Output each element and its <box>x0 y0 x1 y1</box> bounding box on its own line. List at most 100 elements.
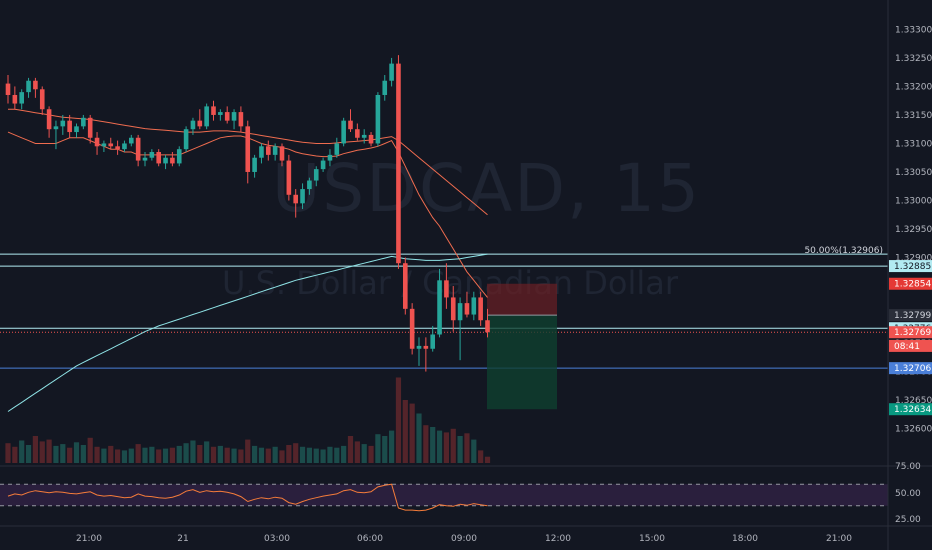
sl-tag: 1.32854 <box>894 280 931 290</box>
candle-body <box>46 109 52 130</box>
candle-body <box>87 117 93 138</box>
volume-bar <box>279 450 285 463</box>
volume-bar <box>478 450 484 463</box>
volume-bar <box>231 448 237 463</box>
price-tick-label: 1.33300 <box>895 25 932 35</box>
candle-body <box>231 112 237 121</box>
volume-bar <box>389 430 395 463</box>
time-axis[interactable]: 21:00 21 03:00 06:00 09:00 12:00 15:00 18:00 21:… <box>0 525 932 544</box>
volume-bar <box>347 436 354 463</box>
volume-bar <box>128 448 134 463</box>
volume-bar <box>471 439 477 463</box>
time-tick-label: 18:00 <box>732 534 758 544</box>
candle-body <box>300 189 305 204</box>
candle-body <box>176 149 182 164</box>
candle-body <box>293 194 298 204</box>
volume-bar <box>101 448 107 463</box>
volume-bar <box>258 447 265 463</box>
horizontal-levels[interactable] <box>0 253 888 369</box>
candle-body <box>190 120 196 130</box>
candle-body <box>478 297 483 321</box>
candle-body <box>53 126 59 130</box>
rsi-pane[interactable]: 75.00 50.00 25.00 <box>0 462 932 525</box>
candle-body <box>286 160 292 195</box>
volume-bar <box>286 445 292 463</box>
price-tick-label: 1.33150 <box>895 111 932 121</box>
volume-bar <box>135 444 141 463</box>
price-tick-label: 1.33100 <box>895 139 932 149</box>
volume-bar <box>108 445 114 463</box>
entry-tag: 1.32799 <box>894 311 931 321</box>
candle-body <box>259 146 264 158</box>
price-tick-label: 1.32950 <box>895 225 932 235</box>
candle-body <box>266 146 271 155</box>
volume-bar <box>60 444 66 463</box>
price-tick-label: 1.33000 <box>895 196 932 206</box>
candle-body <box>115 146 120 150</box>
volume-bar <box>176 445 182 463</box>
candle-body <box>348 120 353 130</box>
level-tag-1: 1.32885 <box>894 262 931 272</box>
rsi-band <box>0 484 888 506</box>
candle-body <box>218 112 223 115</box>
candle-body <box>170 157 175 164</box>
volume-bar <box>67 447 73 463</box>
volume-bar <box>115 449 121 463</box>
candle-body <box>252 157 257 172</box>
volume-bar <box>409 403 415 463</box>
volume-bar <box>39 441 45 463</box>
position-tool[interactable] <box>487 283 557 410</box>
volume-bar <box>87 437 93 463</box>
volume-bar <box>46 439 52 463</box>
volume-bar <box>190 440 196 463</box>
volume-bar <box>80 445 86 463</box>
candle-body <box>450 297 456 321</box>
volume-bars <box>5 377 491 463</box>
volume-bar <box>121 450 128 463</box>
ma-long-line <box>7 253 488 412</box>
volume-bar <box>245 439 251 463</box>
candle-body <box>375 94 381 144</box>
candle-body <box>464 303 470 315</box>
candle-body <box>67 120 72 133</box>
candle-body <box>368 134 374 144</box>
rsi-line <box>7 483 488 512</box>
candle-body <box>39 89 45 110</box>
volume-bar <box>382 436 388 463</box>
volume-bar <box>450 428 456 463</box>
volume-bar <box>12 446 18 463</box>
candle-body <box>389 63 394 81</box>
volume-bar <box>443 432 449 463</box>
candle-body <box>396 63 401 264</box>
candle-body <box>135 137 141 161</box>
last-price-tag: 1.32769 <box>894 328 931 338</box>
candle-body <box>341 120 346 144</box>
candle-body <box>485 320 490 333</box>
candle-body <box>416 345 422 349</box>
time-tick-label: 09:00 <box>451 534 477 544</box>
candle-body <box>279 146 285 161</box>
candle-body <box>74 126 79 133</box>
candle-body <box>204 106 209 127</box>
rsi-tick-label: 75.00 <box>895 462 921 472</box>
volume-bar <box>272 446 278 463</box>
volume-bar <box>5 443 11 463</box>
candle-body <box>238 112 244 127</box>
price-tick-label: 1.33250 <box>895 54 932 64</box>
candle-body <box>444 280 449 298</box>
price-pane[interactable] <box>0 0 888 465</box>
volume-bar <box>416 413 422 463</box>
volume-bar <box>73 442 80 463</box>
sl-tag-bg <box>889 277 932 290</box>
candle-body <box>60 120 66 127</box>
volume-bar <box>94 446 100 463</box>
price-tick-label: 1.32650 <box>895 396 932 406</box>
price-tick-label: 1.32900 <box>895 254 932 264</box>
price-tick-label: 1.32600 <box>895 425 932 435</box>
volume-bar <box>313 448 319 463</box>
volume-bar <box>361 444 367 463</box>
candle-body <box>437 280 442 335</box>
candle-body <box>313 169 319 181</box>
